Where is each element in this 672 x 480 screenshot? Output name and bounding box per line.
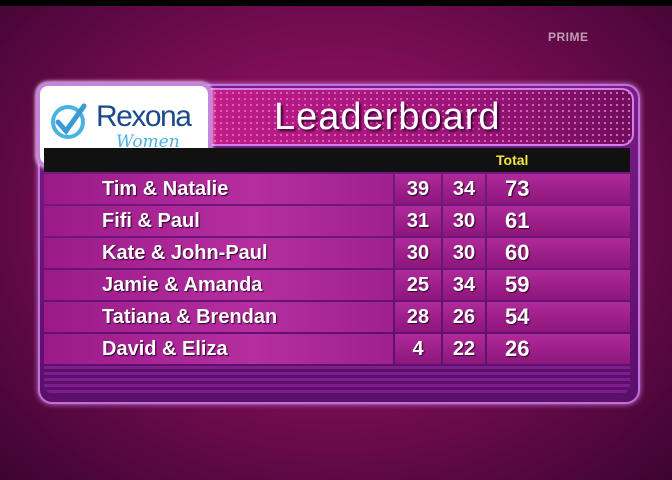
total-score: 54: [487, 302, 630, 332]
bottom-stripes: [44, 366, 630, 394]
sponsor-brand: Rexona: [96, 100, 192, 133]
team-name: Tim & Natalie: [44, 174, 393, 204]
score-week-2: 30: [443, 238, 485, 268]
table-row: Tim & Natalie 39 34 73: [44, 174, 630, 204]
table-header: Total: [44, 148, 630, 172]
total-score: 26: [487, 334, 630, 364]
score-week-1: 28: [395, 302, 441, 332]
channel-logo: PRIME: [548, 30, 589, 44]
table-row: Jamie & Amanda 25 34 59: [44, 270, 630, 300]
team-name: Fifi & Paul: [44, 206, 393, 236]
top-border: [0, 0, 672, 6]
table-row: Tatiana & Brendan 28 26 54: [44, 302, 630, 332]
table-row: Kate & John-Paul 30 30 60: [44, 238, 630, 268]
total-header: Total: [496, 152, 529, 168]
score-week-1: 30: [395, 238, 441, 268]
title-bar: Leaderboard: [210, 88, 634, 146]
score-week-2: 34: [443, 174, 485, 204]
score-week-1: 31: [395, 206, 441, 236]
total-score: 73: [487, 174, 630, 204]
table-row: Fifi & Paul 31 30 61: [44, 206, 630, 236]
total-score: 60: [487, 238, 630, 268]
score-week-2: 30: [443, 206, 485, 236]
table-row: David & Eliza 4 22 26: [44, 334, 630, 364]
leaderboard-title: Leaderboard: [274, 96, 501, 138]
score-week-1: 25: [395, 270, 441, 300]
team-name: Tatiana & Brendan: [44, 302, 393, 332]
score-week-1: 39: [395, 174, 441, 204]
checkmark-icon: [51, 103, 87, 139]
team-name: Kate & John-Paul: [44, 238, 393, 268]
total-score: 59: [487, 270, 630, 300]
score-week-2: 22: [443, 334, 485, 364]
team-name: Jamie & Amanda: [44, 270, 393, 300]
score-week-1: 4: [395, 334, 441, 364]
total-score: 61: [487, 206, 630, 236]
sponsor-sub: Women: [116, 132, 180, 152]
score-week-2: 26: [443, 302, 485, 332]
score-week-2: 34: [443, 270, 485, 300]
team-name: David & Eliza: [44, 334, 393, 364]
